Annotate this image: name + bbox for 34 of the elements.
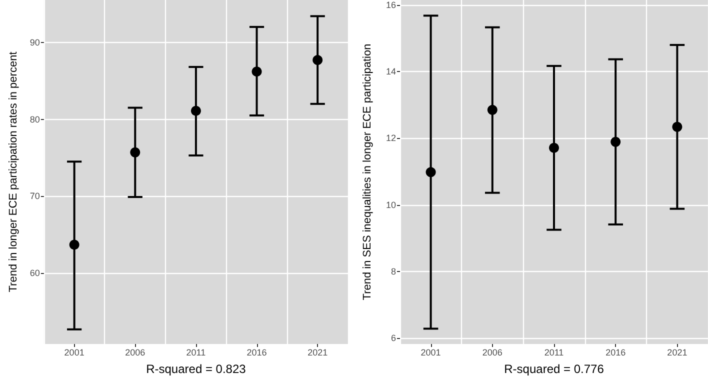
point bbox=[69, 240, 80, 250]
y-tick-label: 70 bbox=[30, 191, 40, 202]
x-tick-label: 2006 bbox=[125, 348, 146, 358]
point bbox=[252, 66, 262, 77]
y-tick-label: 10 bbox=[386, 200, 396, 210]
point bbox=[130, 147, 140, 158]
y-tick-label: 90 bbox=[30, 37, 40, 48]
y-tick-label: 80 bbox=[30, 114, 40, 124]
y-tick-label: 8 bbox=[390, 266, 396, 276]
x-axis-title: R-squared = 0.776 bbox=[504, 362, 604, 376]
x-tick-label: 2016 bbox=[246, 348, 267, 358]
point bbox=[190, 106, 201, 116]
x-axis-title: R-squared = 0.823 bbox=[146, 362, 246, 376]
x-tick-label: 2021 bbox=[308, 348, 328, 358]
x-tick-label: 2011 bbox=[544, 348, 564, 358]
x-tick-label: 2001 bbox=[420, 348, 441, 358]
y-tick-label: 12 bbox=[386, 133, 396, 144]
y-axis-title: Trend in longer ECE participation rates in percent bbox=[8, 52, 20, 292]
point bbox=[487, 104, 498, 115]
y-tick-label: 6 bbox=[390, 333, 396, 344]
point bbox=[426, 167, 436, 178]
y-tick-label: 14 bbox=[386, 66, 396, 77]
x-tick-label: 2011 bbox=[186, 348, 206, 358]
x-tick-label: 2006 bbox=[482, 348, 502, 358]
point bbox=[549, 142, 559, 153]
x-tick-label: 2021 bbox=[667, 348, 688, 358]
y-tick-label: 60 bbox=[30, 268, 40, 278]
y-axis-title: Trend in SES inequalities in longer ECE participation bbox=[362, 44, 374, 300]
y-tick-label: 16 bbox=[386, 0, 396, 10]
x-tick-label: 2001 bbox=[64, 348, 84, 358]
point bbox=[312, 55, 323, 66]
point bbox=[610, 136, 621, 147]
point bbox=[672, 122, 682, 132]
x-tick-label: 2016 bbox=[606, 348, 626, 358]
